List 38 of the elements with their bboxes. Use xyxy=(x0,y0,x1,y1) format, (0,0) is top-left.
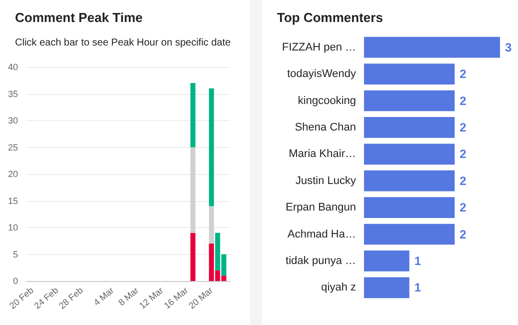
y-tick-label: 5 xyxy=(12,249,18,260)
data-label: 2 xyxy=(460,200,467,215)
y-tick-label: 35 xyxy=(8,88,18,99)
y-tick-label: 20 xyxy=(8,169,18,179)
chart-title: Comment Peak Time xyxy=(15,10,143,25)
data-label: 2 xyxy=(460,94,467,108)
y-tick-label: todayisWendy xyxy=(287,68,356,80)
bar xyxy=(190,232,196,281)
bar xyxy=(190,147,196,233)
y-tick-label: 40 xyxy=(8,62,18,72)
data-label: 2 xyxy=(460,67,467,82)
y-tick-label: 0 xyxy=(12,276,18,286)
data-label: 2 xyxy=(460,120,467,134)
y-tick-label: kingcooking xyxy=(298,94,356,107)
y-tick-label: Achmad Ha… xyxy=(288,228,356,240)
data-label: 2 xyxy=(460,147,467,162)
y-tick-label: qiyah z xyxy=(321,282,356,294)
y-tick-label: 15 xyxy=(8,196,18,206)
y-tick-label: Shena Chan xyxy=(294,121,356,134)
chart-title: Top Commenters xyxy=(277,10,383,25)
x-tick-label: 4 Mar xyxy=(92,285,116,308)
y-tick-label: Erpan Bangun xyxy=(286,202,356,214)
y-tick-label: Justin Lucky xyxy=(295,174,356,187)
data-label: 1 xyxy=(414,280,422,295)
y-tick-label: tidak punya … xyxy=(286,254,356,267)
bar xyxy=(208,206,214,244)
bar xyxy=(190,83,196,148)
data-label: 2 xyxy=(460,227,467,242)
data-label: 1 xyxy=(414,254,422,268)
y-tick-label: FIZZAH pen … xyxy=(282,41,356,54)
data-label: 3 xyxy=(505,40,512,54)
y-tick-label: Maria Khair… xyxy=(288,148,356,160)
data-label: 2 xyxy=(460,174,467,188)
y-tick-label: 30 xyxy=(8,116,18,126)
chart-subtitle: Click each bar to see Peak Hour on specific date xyxy=(15,38,232,48)
y-tick-label: 10 xyxy=(8,222,18,232)
bar xyxy=(208,88,214,206)
y-tick-label: 25 xyxy=(8,142,18,152)
